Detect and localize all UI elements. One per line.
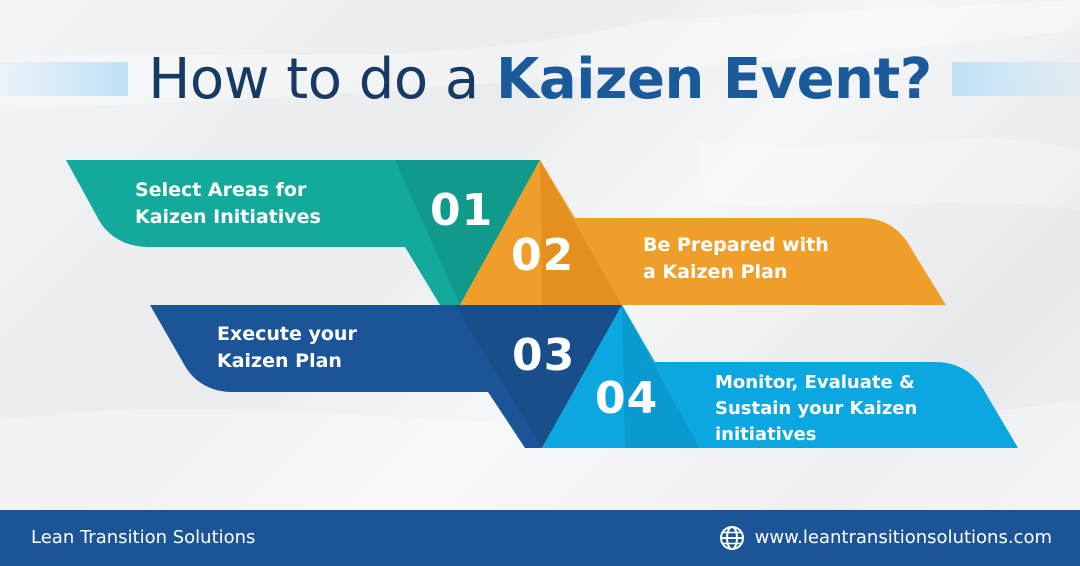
footer-website[interactable]: www.leantransitionsolutions.com xyxy=(719,510,1052,566)
step-4-fold xyxy=(622,305,700,448)
globe-icon xyxy=(719,526,744,550)
step-1-number: 01 xyxy=(430,185,494,236)
step-2-banner xyxy=(540,160,946,305)
process-diagram: Select Areas for Kaizen Initiatives 01 0… xyxy=(66,160,1018,448)
footer-url[interactable]: www.leantransitionsolutions.com xyxy=(754,527,1052,548)
title-row: How to do a Kaizen Event? xyxy=(0,40,1080,120)
step-4-line-1: Monitor, Evaluate & xyxy=(715,372,915,393)
step-3-fold xyxy=(455,305,622,448)
step-2-line-1: Be Prepared with xyxy=(643,234,829,256)
step-3-number: 03 xyxy=(512,330,576,381)
diagram-shapes xyxy=(66,160,1018,448)
step-3-label: Execute your Kaizen Plan xyxy=(217,321,357,375)
step-1-line-1: Select Areas for xyxy=(135,179,307,201)
step-4-label: Monitor, Evaluate & Sustain your Kaizen … xyxy=(715,370,917,448)
footer-brand: Lean Transition Solutions xyxy=(31,527,256,548)
step-2-label: Be Prepared with a Kaizen Plan xyxy=(643,232,829,286)
step-3-line-1: Execute your xyxy=(217,323,357,345)
step-3-line-2: Kaizen Plan xyxy=(217,350,342,372)
step-4-banner xyxy=(622,305,1018,448)
step-1-line-2: Kaizen Initiatives xyxy=(135,206,321,228)
step-4-line-2: Sustain your Kaizen xyxy=(715,398,918,419)
footer-bar: Lean Transition Solutions www.leantransi… xyxy=(0,510,1080,566)
title-regular: How to do a xyxy=(148,47,479,112)
step-1-fold xyxy=(395,160,540,305)
step-4-number: 04 xyxy=(595,373,659,424)
title-accent-right xyxy=(952,62,1080,96)
page-title: How to do a Kaizen Event? xyxy=(140,40,940,120)
step-4-line-3: initiatives xyxy=(715,424,817,445)
step-2-line-2: a Kaizen Plan xyxy=(643,261,788,283)
step-2-number: 02 xyxy=(511,230,575,281)
title-accent-left xyxy=(0,62,128,96)
step-1-label: Select Areas for Kaizen Initiatives xyxy=(135,177,321,231)
step-2-fold xyxy=(540,160,622,305)
title-bold: Kaizen Event? xyxy=(496,47,932,112)
